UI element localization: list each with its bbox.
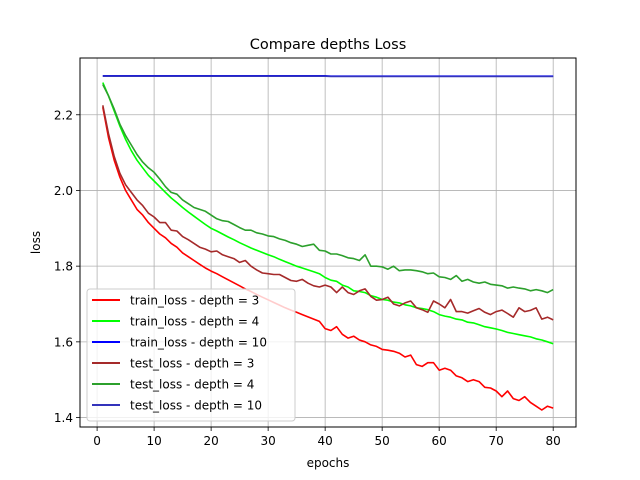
series-line-5	[102, 84, 554, 294]
x-tick-label: 60	[432, 434, 447, 448]
grid	[80, 58, 576, 427]
series-line-2	[102, 82, 554, 345]
x-tick-label: 0	[93, 434, 101, 448]
legend-box	[86, 288, 296, 422]
x-tick-label: 40	[318, 434, 333, 448]
y-tick-label: 1.6	[54, 335, 73, 349]
x-tick-label: 50	[375, 434, 390, 448]
x-tick-label: 70	[489, 434, 504, 448]
series-line-4	[102, 105, 554, 321]
y-tick-label: 2.0	[54, 184, 73, 198]
x-axis-label: epochs	[307, 456, 350, 470]
axis-ticks: 0 10 20 30 40 50 60 70 80 1.4 1.6 1.8 2.0 2.2	[54, 108, 561, 448]
x-tick-label: 30	[260, 434, 275, 448]
y-axis-label: loss	[29, 231, 43, 254]
legend-label-3: train_loss - depth = 10	[130, 336, 267, 350]
plot-frame	[79, 57, 577, 428]
x-tick-label: 10	[146, 434, 161, 448]
legend-label-5: test_loss - depth = 4	[130, 378, 254, 392]
y-tick-label: 1.8	[54, 260, 73, 274]
legend-label-2: train_loss - depth = 4	[130, 315, 259, 329]
x-tick-label: 20	[203, 434, 218, 448]
chart-title: Compare depths Loss	[250, 37, 407, 53]
legend-label-4: test_loss - depth = 3	[130, 357, 254, 371]
legend-label-6: test_loss - depth = 10	[130, 399, 262, 413]
series-lines	[102, 75, 554, 411]
y-tick-label: 1.4	[54, 411, 73, 425]
x-tick-label: 80	[546, 434, 561, 448]
legend: train_loss - depth = 3 train_loss - depth…	[86, 288, 296, 422]
y-tick-label: 2.2	[54, 108, 73, 122]
series-line-1	[102, 107, 554, 411]
legend-label-1: train_loss - depth = 3	[130, 294, 259, 308]
